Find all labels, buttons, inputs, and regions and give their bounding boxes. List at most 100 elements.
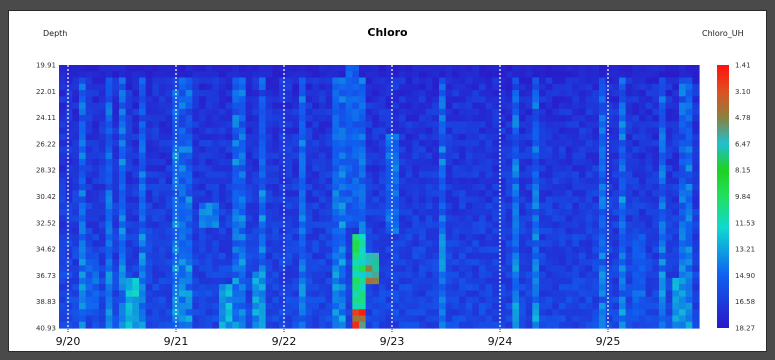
- heatmap-cell: [79, 133, 87, 141]
- heatmap-cell: [152, 146, 160, 154]
- heatmap-cell: [132, 215, 140, 223]
- heatmap-cell: [65, 115, 73, 122]
- heatmap-cell: [692, 77, 700, 85]
- heatmap-cell: [125, 246, 133, 254]
- heatmap-cell: [485, 215, 493, 223]
- heatmap-cell: [505, 215, 513, 223]
- heatmap-cell: [359, 302, 367, 310]
- heatmap-cell: [565, 96, 573, 104]
- heatmap-cell: [679, 271, 687, 279]
- heatmap-cell: [679, 115, 687, 122]
- heatmap-cell: [232, 190, 240, 198]
- heatmap-cell: [452, 165, 460, 173]
- heatmap-cell: [639, 171, 647, 179]
- heatmap-cell: [99, 152, 107, 160]
- heatmap-cell: [292, 196, 300, 204]
- heatmap-cell: [312, 277, 320, 285]
- heatmap-cell: [425, 215, 433, 223]
- heatmap-cell: [199, 302, 207, 310]
- colorbar-ticks: 1.413.104.786.478.159.8411.5313.2114.901…: [735, 62, 755, 333]
- heatmap-cell: [532, 321, 540, 329]
- heatmap-cell: [99, 140, 107, 147]
- heatmap-cell: [692, 227, 700, 235]
- heatmap-cell: [105, 71, 113, 79]
- heatmap-cell: [372, 190, 380, 198]
- heatmap-cell: [139, 240, 147, 248]
- heatmap-cell: [205, 234, 213, 241]
- heatmap-cell: [419, 265, 427, 273]
- heatmap-cell: [272, 115, 280, 122]
- heatmap-cell: [332, 302, 340, 310]
- heatmap-cell: [359, 146, 367, 154]
- heatmap-cell: [612, 165, 620, 173]
- heatmap-cell: [132, 171, 140, 179]
- heatmap-cell: [439, 190, 447, 198]
- heatmap-cell: [179, 108, 187, 116]
- heatmap-cell: [232, 133, 240, 141]
- heatmap-cell: [165, 115, 173, 122]
- heatmap-cell: [585, 227, 593, 235]
- heatmap-cell: [119, 77, 127, 85]
- heatmap-cell: [352, 65, 360, 72]
- heatmap-cell: [79, 309, 87, 317]
- heatmap-cell: [279, 227, 287, 235]
- heatmap-cell: [432, 284, 440, 292]
- heatmap-cell: [645, 246, 653, 254]
- heatmap-cell: [365, 90, 373, 97]
- heatmap-cell: [239, 152, 247, 160]
- heatmap-cell: [505, 77, 513, 85]
- heatmap-cell: [145, 90, 153, 97]
- heatmap-cell: [179, 140, 187, 147]
- heatmap-cell: [639, 90, 647, 97]
- heatmap-cell: [592, 284, 600, 292]
- heatmap-cell: [639, 315, 647, 323]
- heatmap-cell: [639, 77, 647, 85]
- heatmap-cell: [319, 196, 327, 204]
- heatmap-cell: [492, 102, 500, 110]
- heatmap-cell: [292, 108, 300, 116]
- heatmap-cell: [479, 190, 487, 198]
- heatmap-cell: [145, 183, 153, 191]
- heatmap-cell: [312, 252, 320, 260]
- heatmap-cell: [439, 196, 447, 204]
- heatmap-cell: [539, 121, 547, 129]
- heatmap-cell: [185, 83, 193, 91]
- heatmap-cell: [72, 202, 80, 210]
- heatmap-cell: [319, 140, 327, 147]
- heatmap-cell: [512, 227, 520, 235]
- heatmap-cell: [245, 246, 253, 254]
- heatmap-cell: [405, 158, 413, 166]
- heatmap-cell: [59, 140, 67, 147]
- heatmap-cell: [572, 190, 580, 198]
- heatmap-cell: [645, 121, 653, 129]
- heatmap-cell: [305, 140, 313, 147]
- heatmap-cell: [512, 246, 520, 254]
- heatmap-cell: [445, 71, 453, 79]
- heatmap-cell: [625, 190, 633, 198]
- heatmap-cell: [365, 115, 373, 122]
- heatmap-cell: [225, 152, 233, 160]
- heatmap-cell: [199, 315, 207, 323]
- heatmap-cell: [345, 152, 353, 160]
- heatmap-cell: [359, 190, 367, 198]
- heatmap-cell: [145, 102, 153, 110]
- heatmap-cell: [579, 133, 587, 141]
- heatmap-cell: [559, 96, 567, 104]
- heatmap-cell: [219, 102, 227, 110]
- heatmap-cell: [512, 108, 520, 116]
- heatmap-cell: [419, 146, 427, 154]
- heatmap-cell: [205, 183, 213, 191]
- heatmap-cell: [659, 296, 667, 304]
- heatmap-cell: [399, 259, 407, 266]
- heatmap-cell: [472, 127, 480, 135]
- heatmap-cell: [459, 315, 467, 323]
- heatmap-cell: [305, 265, 313, 273]
- heatmap-cell: [279, 152, 287, 160]
- heatmap-cell: [132, 290, 140, 298]
- heatmap-cell: [519, 77, 527, 85]
- heatmap-cell: [572, 284, 580, 292]
- heatmap-cell: [205, 96, 213, 104]
- heatmap-cell: [672, 71, 680, 79]
- heatmap-cell: [265, 296, 273, 304]
- heatmap-cell: [552, 121, 560, 129]
